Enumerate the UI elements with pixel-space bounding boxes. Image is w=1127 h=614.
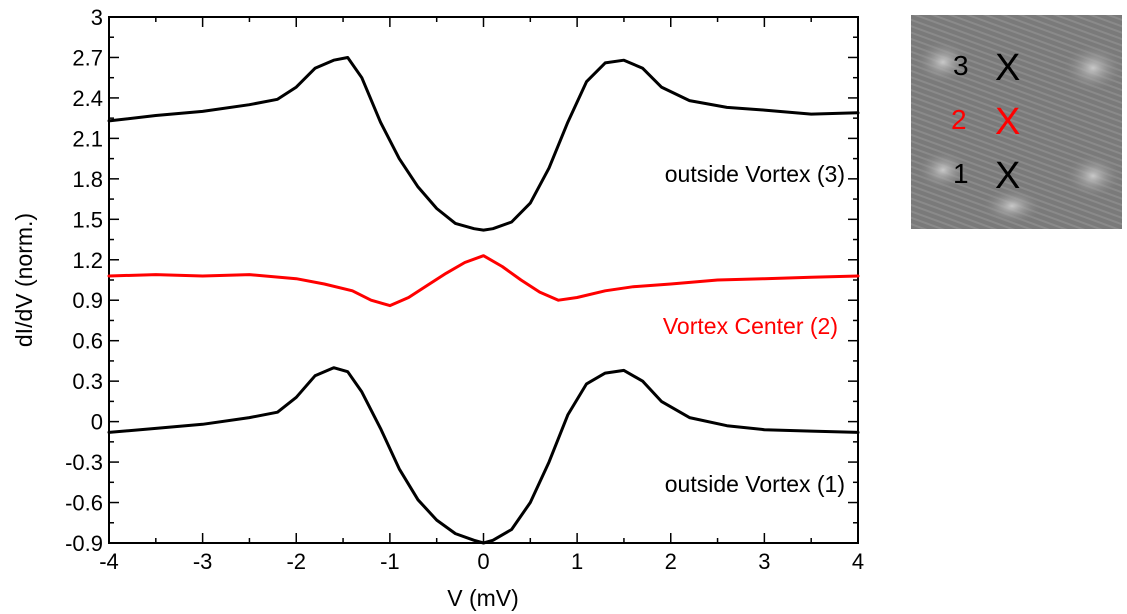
y-tick-label: 0	[91, 410, 103, 435]
x-tick-label: 4	[852, 549, 864, 574]
x-tick-label: 0	[477, 549, 489, 574]
x-tick-label: -1	[380, 549, 400, 574]
y-tick-label: 2.4	[72, 86, 103, 111]
y-tick-label: -0.9	[65, 531, 103, 556]
x-axis-ticks	[108, 17, 859, 543]
y-tick-label: 0.6	[72, 329, 103, 354]
y-tick-label: 2.1	[72, 126, 103, 151]
inset-stm-image	[911, 15, 1123, 229]
x-tick-label: -3	[193, 549, 213, 574]
annotation-vortex-center-2: Vortex Center (2)	[663, 313, 838, 339]
y-tick-label: 3	[91, 5, 103, 30]
y-tick-label: 1.2	[72, 248, 103, 273]
y-axis-tick-labels: -0.9 -0.6 -0.3 0 0.3 0.6 0.9 1.2 1.5 1.8 2.1 2.4 2.7…	[65, 5, 103, 556]
inset-marker-3-x: X	[995, 47, 1020, 89]
x-tick-label: -2	[286, 549, 306, 574]
y-axis-title: dI/dV (norm.)	[11, 213, 37, 347]
y-tick-label: 0.9	[72, 288, 103, 313]
y-axis-ticks	[109, 16, 858, 544]
x-tick-label: 1	[571, 549, 583, 574]
inset-marker-2-number: 2	[951, 104, 967, 135]
inset-marker-3-number: 3	[953, 50, 969, 81]
y-tick-label: 2.7	[72, 45, 103, 70]
x-axis-title: V (mV)	[447, 585, 519, 611]
annotation-outside-vortex-1: outside Vortex (1)	[665, 471, 845, 497]
y-tick-label: -0.3	[65, 450, 103, 475]
annotation-outside-vortex-3: outside Vortex (3)	[665, 161, 845, 187]
series-line-2	[107, 254, 860, 308]
inset-marker-1-number: 1	[953, 158, 969, 189]
inset-marker-1-x: X	[995, 155, 1020, 197]
x-tick-label: 3	[758, 549, 770, 574]
y-tick-label: 1.8	[72, 167, 103, 192]
x-tick-label: 2	[665, 549, 677, 574]
x-tick-label: -4	[99, 549, 119, 574]
series-lines	[107, 56, 860, 545]
inset-marker-2-x: X	[995, 101, 1020, 143]
x-axis-tick-labels: -4 -3 -2 -1 0 1 2 3 4	[99, 549, 864, 574]
y-tick-label: -0.6	[65, 491, 103, 516]
series-line-3	[107, 366, 860, 545]
y-tick-label: 1.5	[72, 207, 103, 232]
y-tick-label: 0.3	[72, 369, 103, 394]
series-line-1	[107, 56, 860, 232]
